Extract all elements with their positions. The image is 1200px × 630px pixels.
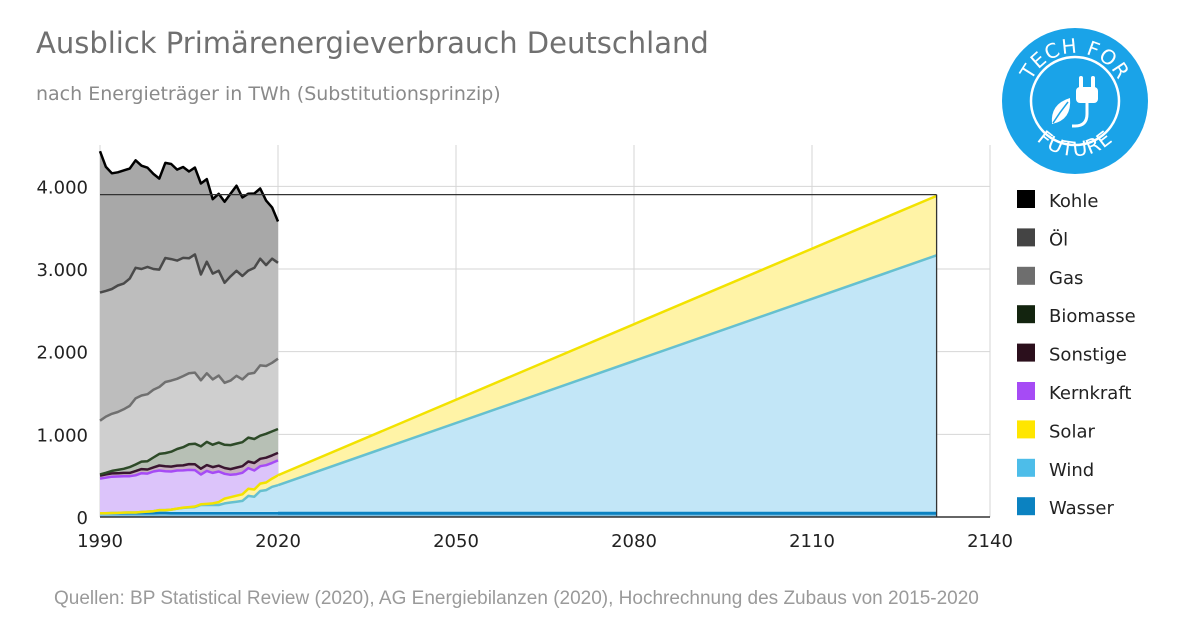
- chart-title: Ausblick Primärenergieverbrauch Deutschl…: [36, 26, 709, 60]
- line-gas: [99, 357, 279, 422]
- legend-label-solar: Solar: [1049, 421, 1095, 442]
- legend-swatch-gas: [1017, 266, 1035, 285]
- projection-area-wind: [278, 255, 937, 514]
- legend-swatch-wasser: [1017, 497, 1035, 516]
- x-tick-label-2080: 2080: [611, 531, 657, 552]
- y-tick-label-3: 3.000: [36, 260, 88, 281]
- y-tick-label-0: 0: [77, 508, 88, 529]
- legend-swatch-sonstige: [1017, 343, 1035, 362]
- legend-label-gas: Gas: [1049, 268, 1083, 289]
- plug-leaf-icon: TECH FOR FUTURE: [1002, 28, 1148, 174]
- legend-swatch-kohle: [1017, 190, 1035, 208]
- projection-line-wind: [277, 254, 938, 487]
- area-biomasse: [100, 429, 278, 476]
- line-sonstige: [99, 451, 279, 477]
- legend-swatch-biomasse: [1017, 305, 1035, 324]
- legend-label-öl: Öl: [1049, 228, 1068, 250]
- tech-for-future-logo: TECH FOR FUTURE TECH FOR FUTURE: [1000, 26, 1150, 176]
- source-note: Quellen: BP Statistical Review (2020), A…: [54, 588, 979, 609]
- y-tick-label-4: 4.000: [36, 177, 88, 198]
- x-tick-label-2140: 2140: [967, 531, 1013, 552]
- y-tick-label-1: 1.000: [36, 425, 88, 446]
- legend-swatch-solar: [1017, 420, 1035, 439]
- legend-swatch-öl: [1017, 228, 1035, 247]
- legend-label-wasser: Wasser: [1049, 498, 1115, 519]
- chart-subtitle: nach Energieträger in TWh (Substitutions…: [36, 83, 501, 105]
- legend-swatch-kernkraft: [1017, 382, 1035, 400]
- legend-label-sonstige: Sonstige: [1049, 345, 1127, 366]
- legend-label-kohle: Kohle: [1049, 191, 1098, 212]
- area-wind: [100, 485, 278, 514]
- x-tick-label-1990: 1990: [77, 531, 123, 552]
- area-öl: [100, 254, 278, 421]
- y-tick-label-2: 2.000: [36, 343, 88, 364]
- legend-label-wind: Wind: [1049, 460, 1094, 481]
- line-kernkraft: [99, 459, 279, 480]
- x-tick-label-2050: 2050: [433, 531, 479, 552]
- legend-label-biomasse: Biomasse: [1049, 306, 1136, 327]
- legend-label-kernkraft: Kernkraft: [1049, 383, 1131, 404]
- x-tick-label-2020: 2020: [255, 531, 301, 552]
- projection-area-solar: [278, 195, 937, 486]
- legend-swatch-wind: [1017, 458, 1035, 477]
- line-kohle: [98, 150, 280, 222]
- line-öl: [99, 253, 279, 294]
- x-tick-label-2110: 2110: [789, 531, 835, 552]
- area-gas: [100, 358, 278, 475]
- projection-line-solar: [277, 194, 938, 477]
- line-solar: [100, 474, 279, 515]
- area-kohle: [100, 151, 278, 293]
- line-biomasse: [99, 427, 279, 476]
